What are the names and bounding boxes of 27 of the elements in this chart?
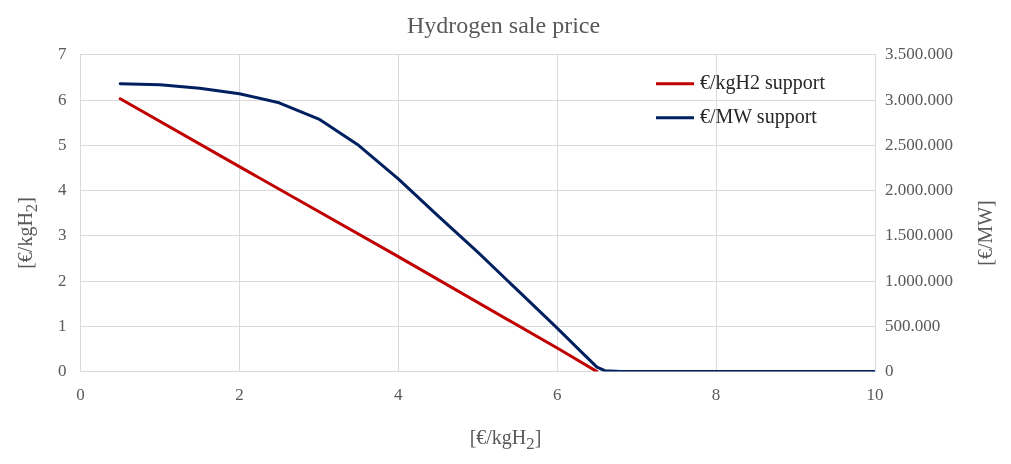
y-tick-label: 6 — [58, 89, 67, 109]
y2-tick-label: 3.000.000 — [885, 89, 953, 109]
x-tick-label: 2 — [235, 385, 244, 405]
y2-tick-label: 2.000.000 — [885, 180, 953, 200]
x-tick-label: 8 — [711, 385, 721, 405]
y-tick-label: 7 — [58, 44, 67, 64]
legend-label: €/MW support — [700, 105, 818, 129]
y-tick-label: 4 — [58, 180, 67, 200]
y-tick-label: 5 — [58, 134, 67, 154]
y2-tick-label: 1.500.000 — [885, 225, 953, 245]
y2-axis-title: [€/MW] — [973, 200, 997, 266]
x-tick-label: 10 — [866, 385, 884, 405]
y2-tick-label: 3.500.000 — [885, 44, 953, 64]
x-tick-label: 6 — [552, 385, 562, 405]
y-tick-label: 1 — [58, 315, 67, 335]
y-tick-label: 3 — [58, 225, 67, 245]
y2-tick-label: 2.500.000 — [885, 134, 953, 154]
y2-tick-label: 500.000 — [885, 315, 941, 335]
x-tick-label: 0 — [76, 385, 85, 405]
y-tick-label: 2 — [58, 270, 67, 290]
x-tick-label: 4 — [394, 385, 404, 405]
chart-title: Hydrogen sale price — [406, 11, 601, 38]
legend-label: €/kgH2 support — [700, 71, 826, 95]
y-tick-label: 0 — [58, 361, 67, 381]
y2-tick-label: 1.000.000 — [885, 270, 953, 290]
y2-tick-label: 0 — [885, 361, 894, 381]
x-axis-title: [€/kgH$_{2}$] — [468, 426, 543, 454]
